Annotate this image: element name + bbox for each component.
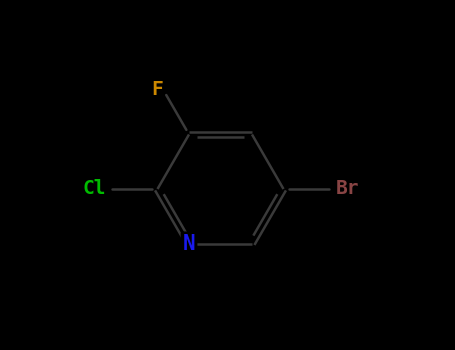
Text: Cl: Cl [82,180,106,198]
Text: F: F [152,80,163,99]
Text: Br: Br [335,180,359,198]
Text: N: N [183,233,195,253]
